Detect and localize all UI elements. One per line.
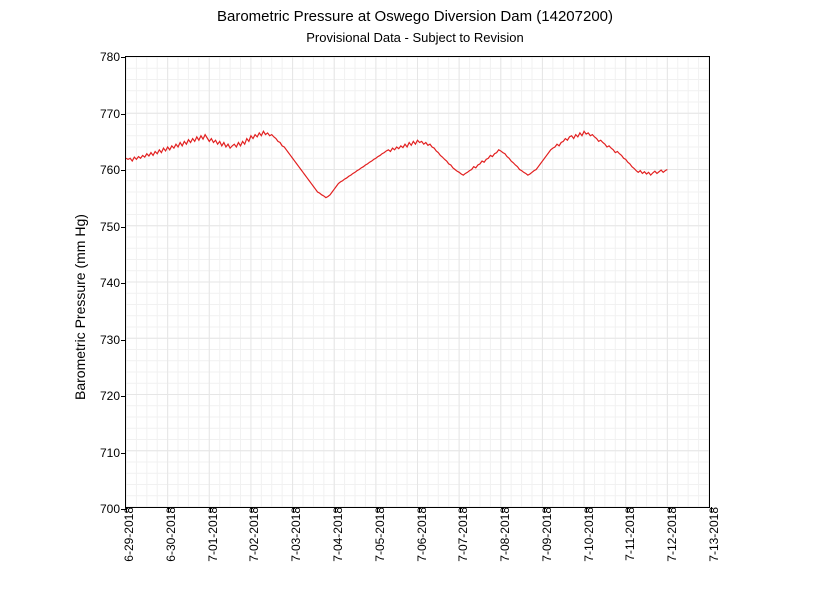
x-tick-label: 7-04-2018 xyxy=(325,507,345,562)
x-tick-label: 6-30-2018 xyxy=(158,507,178,562)
x-tick-mark xyxy=(377,507,378,512)
plot-area: 7007107207307407507607707806-29-20186-30… xyxy=(125,56,710,508)
x-tick-mark xyxy=(251,507,252,512)
y-tick-mark xyxy=(121,340,126,341)
y-tick-mark xyxy=(121,283,126,284)
y-tick-mark xyxy=(121,170,126,171)
x-tick-mark xyxy=(419,507,420,512)
x-tick-label: 7-01-2018 xyxy=(200,507,220,562)
x-tick-mark xyxy=(168,507,169,512)
x-tick-label: 6-29-2018 xyxy=(116,507,136,562)
data-series xyxy=(126,57,709,507)
x-tick-mark xyxy=(586,507,587,512)
y-axis-label: Barometric Pressure (mm Hg) xyxy=(72,214,88,400)
x-tick-label: 7-09-2018 xyxy=(534,507,554,562)
y-tick-mark xyxy=(121,57,126,58)
x-tick-mark xyxy=(210,507,211,512)
x-tick-label: 7-12-2018 xyxy=(659,507,679,562)
y-tick-mark xyxy=(121,227,126,228)
chart-container: Barometric Pressure at Oswego Diversion … xyxy=(0,0,830,600)
x-tick-label: 7-13-2018 xyxy=(701,507,721,562)
x-tick-mark xyxy=(335,507,336,512)
x-tick-label: 7-06-2018 xyxy=(409,507,429,562)
y-tick-mark xyxy=(121,453,126,454)
x-tick-label: 7-11-2018 xyxy=(617,507,637,561)
x-tick-label: 7-10-2018 xyxy=(576,507,596,562)
x-tick-mark xyxy=(126,507,127,512)
chart-subtitle: Provisional Data - Subject to Revision xyxy=(0,30,830,45)
x-tick-label: 7-03-2018 xyxy=(283,507,303,562)
y-tick-mark xyxy=(121,396,126,397)
x-tick-mark xyxy=(669,507,670,512)
x-tick-mark xyxy=(502,507,503,512)
x-tick-label: 7-05-2018 xyxy=(367,507,387,562)
x-tick-label: 7-08-2018 xyxy=(492,507,512,562)
x-tick-label: 7-02-2018 xyxy=(241,507,261,562)
x-tick-label: 7-07-2018 xyxy=(450,507,470,562)
y-tick-mark xyxy=(121,114,126,115)
x-tick-mark xyxy=(293,507,294,512)
x-tick-mark xyxy=(627,507,628,512)
x-tick-mark xyxy=(544,507,545,512)
x-tick-mark xyxy=(460,507,461,512)
chart-title: Barometric Pressure at Oswego Diversion … xyxy=(0,8,830,25)
x-tick-mark xyxy=(711,507,712,512)
